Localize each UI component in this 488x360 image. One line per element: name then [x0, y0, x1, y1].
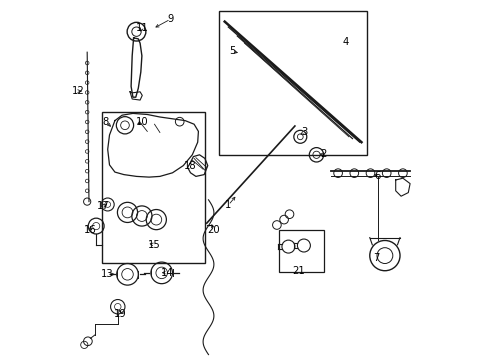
Bar [219, 11, 366, 155]
Text: 19: 19 [114, 309, 126, 319]
Bar [102, 112, 204, 263]
Text: 6: 6 [374, 171, 380, 181]
Text: 1: 1 [224, 200, 231, 210]
Text: 20: 20 [207, 225, 220, 235]
Text: 8: 8 [102, 117, 109, 127]
Text: 7: 7 [372, 253, 378, 264]
Text: 4: 4 [342, 37, 348, 48]
Text: 16: 16 [84, 225, 97, 235]
Text: 14: 14 [161, 267, 173, 278]
Text: 3: 3 [300, 127, 306, 138]
Text: 13: 13 [101, 269, 113, 279]
Text: 15: 15 [148, 240, 161, 250]
Text: 9: 9 [167, 14, 174, 24]
Text: 18: 18 [183, 161, 196, 171]
Text: 12: 12 [72, 86, 84, 96]
Text: 2: 2 [320, 149, 326, 159]
Text: 21: 21 [291, 266, 304, 276]
Text: 10: 10 [135, 117, 148, 127]
Text: 5: 5 [228, 46, 235, 57]
Bar [278, 230, 323, 272]
Text: 11: 11 [135, 23, 148, 33]
Text: 17: 17 [97, 201, 109, 211]
